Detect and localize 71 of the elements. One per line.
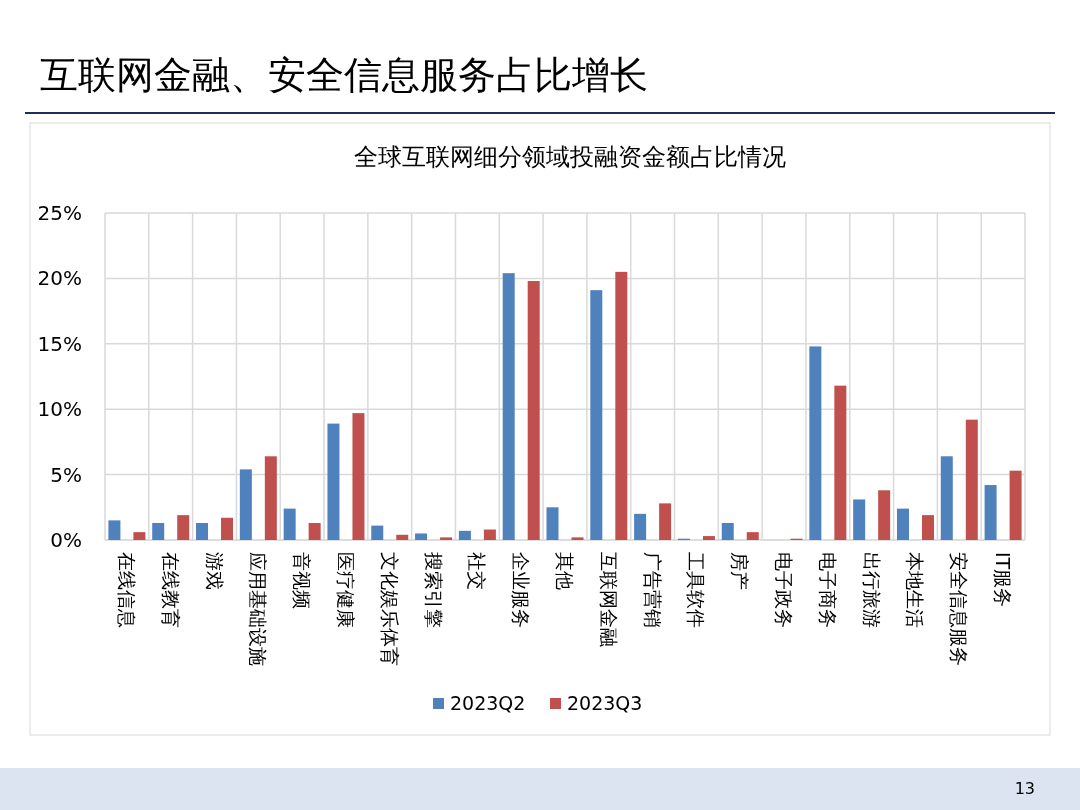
text: 13 [1014, 779, 1035, 798]
x-tick-label: 安全信息服务 [948, 552, 971, 666]
legend-label: 2023Q3 [567, 692, 643, 714]
bar [352, 413, 365, 540]
x-tick-label: 广告营销 [641, 552, 664, 628]
bar [921, 515, 934, 540]
bar [571, 537, 584, 540]
y-tick-label: 5% [50, 462, 82, 487]
x-tick-label: 搜索引擎 [422, 552, 445, 628]
bar [590, 290, 603, 540]
x-tick-label: IT服务 [992, 552, 1015, 608]
legend-label: 2023Q2 [450, 692, 526, 714]
bar [834, 385, 847, 540]
bar [239, 469, 252, 540]
y-tick-label: 0% [50, 528, 82, 552]
bar [152, 523, 165, 540]
chart-subtitle: 全球互联网细分领域投融资金额占比情况 [354, 143, 786, 171]
x-tick-label: 游戏 [203, 552, 226, 590]
bar [502, 273, 515, 540]
bar [221, 517, 234, 540]
y-tick-label: 20% [37, 266, 82, 291]
bar [327, 423, 340, 540]
y-tick-label: 15% [37, 331, 82, 356]
bar [1009, 470, 1022, 540]
bar [458, 530, 471, 540]
bar [634, 513, 647, 540]
x-tick-label: 医疗健康 [334, 552, 357, 628]
x-tick-label: 本地生活 [904, 552, 927, 628]
x-tick-label: 文化娱乐体育 [378, 552, 401, 666]
bar [196, 523, 209, 540]
bar [133, 532, 146, 540]
bar [546, 507, 559, 540]
bar [440, 537, 453, 540]
bar [721, 523, 734, 540]
x-tick-label: 音视频 [291, 552, 314, 609]
x-tick-label: 房产 [729, 552, 752, 590]
bar [746, 532, 759, 540]
bar [177, 515, 190, 540]
x-tick-label: 出行旅游 [860, 552, 883, 628]
x-tick-label: 互联网金融 [597, 552, 620, 647]
bar [659, 503, 672, 540]
bar [283, 508, 296, 540]
bar [308, 523, 321, 540]
bar [483, 529, 496, 540]
x-tick-label: 应用基础设施 [247, 552, 270, 666]
bar [878, 490, 891, 540]
bar [965, 419, 978, 540]
y-tick-label: 25% [37, 201, 82, 225]
bar [396, 534, 409, 540]
bar [108, 520, 121, 540]
x-tick-label: 电子商务 [816, 552, 839, 628]
chart-title: 互联网金融、安全信息服务占比增长 [40, 53, 648, 97]
bar [702, 536, 715, 540]
bar [371, 525, 384, 540]
bar [615, 271, 628, 540]
x-tick-label: 在线信息 [115, 552, 138, 628]
bar [984, 485, 997, 540]
x-tick-label: 电子政务 [773, 552, 796, 628]
x-tick-label: 社交 [466, 552, 489, 590]
bar [853, 499, 866, 540]
y-tick-label: 10% [37, 397, 82, 422]
bar [940, 456, 953, 540]
x-tick-label: 其他 [554, 552, 576, 590]
bar [264, 456, 277, 540]
bar [896, 508, 909, 540]
bar [415, 533, 428, 540]
x-tick-label: 工具软件 [685, 552, 708, 628]
bar [527, 281, 540, 540]
x-tick-label: 在线教育 [159, 552, 182, 628]
x-tick-label: 企业服务 [510, 552, 533, 628]
bar [809, 346, 822, 540]
